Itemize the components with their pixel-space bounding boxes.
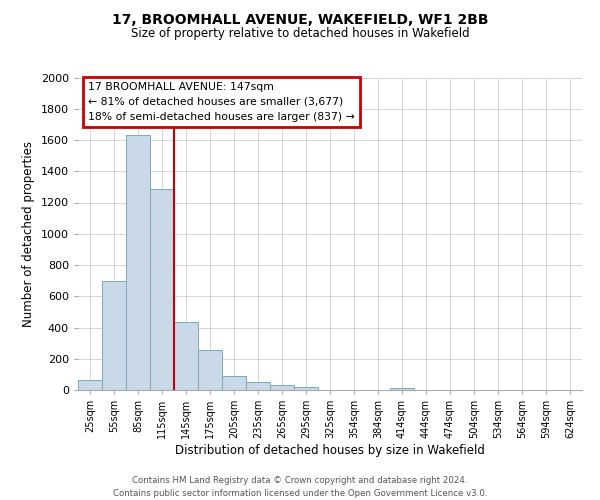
Text: Contains HM Land Registry data © Crown copyright and database right 2024.
Contai: Contains HM Land Registry data © Crown c… (113, 476, 487, 498)
Bar (294, 387, 318, 390)
Bar (150, 189, 174, 390)
Bar (78, 380, 102, 390)
Bar (198, 350, 222, 390)
Text: 17 BROOMHALL AVENUE: 147sqm
← 81% of detached houses are smaller (3,677)
18% of : 17 BROOMHALL AVENUE: 147sqm ← 81% of det… (88, 82, 355, 122)
Bar (390, 388, 414, 390)
Text: Size of property relative to detached houses in Wakefield: Size of property relative to detached ho… (131, 28, 469, 40)
Y-axis label: Number of detached properties: Number of detached properties (22, 141, 35, 327)
Bar (222, 376, 246, 390)
Bar (270, 386, 294, 390)
Bar (102, 282, 126, 390)
Bar (126, 134, 150, 390)
X-axis label: Distribution of detached houses by size in Wakefield: Distribution of detached houses by size … (175, 444, 485, 457)
Bar (174, 322, 198, 390)
Bar (246, 382, 270, 390)
Text: 17, BROOMHALL AVENUE, WAKEFIELD, WF1 2BB: 17, BROOMHALL AVENUE, WAKEFIELD, WF1 2BB (112, 12, 488, 26)
